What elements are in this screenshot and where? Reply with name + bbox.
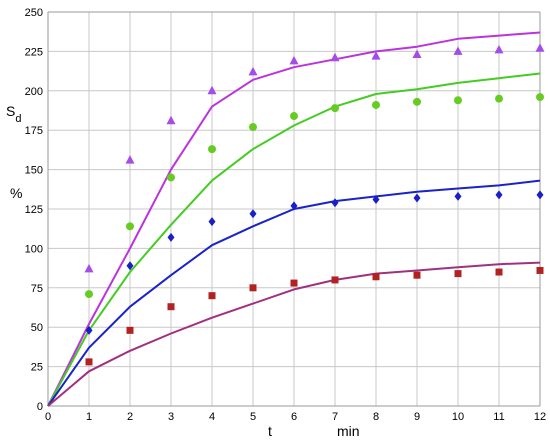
x-tick-label-6: 6 xyxy=(291,411,297,423)
y-tick-labels: 0 25 50 75 100 125 150 175 200 225 250 xyxy=(25,7,43,413)
axes xyxy=(47,11,541,407)
y-tick-label-0: 0 xyxy=(37,401,43,413)
square-marker-4-1 xyxy=(85,358,93,366)
triangle-marker-1-2 xyxy=(125,155,135,164)
circle-marker-2-3 xyxy=(167,173,175,182)
square-marker-4-3 xyxy=(167,303,175,311)
circle-marker-2-11 xyxy=(495,94,503,103)
y-tick-label-250: 250 xyxy=(25,7,43,19)
square-marker-4-9 xyxy=(413,271,421,279)
diamond-marker-3-8 xyxy=(372,195,380,205)
x-tick-label-0: 0 xyxy=(45,411,51,423)
circle-marker-2-9 xyxy=(413,97,421,106)
diamond-marker-3-6 xyxy=(290,201,298,211)
square-marker-4-2 xyxy=(126,326,134,334)
y-axis-unit: % xyxy=(10,185,22,201)
triangle-marker-1-10 xyxy=(453,46,463,55)
y-tick-label-175: 175 xyxy=(25,125,43,137)
x-tick-label-9: 9 xyxy=(414,411,420,423)
square-marker-4-5 xyxy=(249,284,257,292)
series-line-2 xyxy=(47,72,541,407)
diamond-marker-3-10 xyxy=(454,191,462,201)
x-axis-label: t xyxy=(268,423,272,439)
x-tick-labels: 0 1 2 3 4 5 6 7 8 9 10 11 12 xyxy=(45,411,546,423)
x-tick-label-3: 3 xyxy=(168,411,174,423)
circle-marker-2-6 xyxy=(290,112,298,121)
y-tick-label-75: 75 xyxy=(31,283,43,295)
square-marker-4-12 xyxy=(536,266,544,274)
circle-marker-2-10 xyxy=(454,96,462,105)
y-tick-label-25: 25 xyxy=(31,362,43,374)
y-tick-label-225: 225 xyxy=(25,46,43,58)
x-tick-label-10: 10 xyxy=(452,411,464,423)
x-tick-label-2: 2 xyxy=(127,411,133,423)
diamond-marker-3-11 xyxy=(495,190,503,200)
square-marker-4-11 xyxy=(495,268,503,276)
x-tick-label-1: 1 xyxy=(86,411,92,423)
diamond-marker-3-12 xyxy=(536,190,544,200)
circle-marker-2-1 xyxy=(85,290,93,299)
y-tick-label-50: 50 xyxy=(31,322,43,334)
triangle-marker-1-5 xyxy=(248,66,258,76)
triangle-marker-1-6 xyxy=(289,55,299,65)
diamond-marker-3-3 xyxy=(167,232,175,242)
circle-marker-2-4 xyxy=(208,145,216,154)
triangle-marker-1-1 xyxy=(84,263,94,273)
diamond-marker-3-1 xyxy=(85,325,93,335)
x-tick-label-4: 4 xyxy=(209,411,215,423)
x-tick-label-5: 5 xyxy=(250,411,256,423)
x-tick-label-7: 7 xyxy=(332,411,338,423)
x-tick-label-12: 12 xyxy=(534,411,546,423)
triangle-marker-1-7 xyxy=(330,52,340,62)
y-tick-label-200: 200 xyxy=(25,86,43,98)
circle-marker-2-5 xyxy=(249,123,257,132)
x-tick-label-11: 11 xyxy=(493,411,504,423)
square-marker-4-4 xyxy=(208,292,216,300)
diamond-marker-3-7 xyxy=(331,198,339,208)
square-marker-4-7 xyxy=(331,276,339,284)
square-marker-4-10 xyxy=(454,270,462,278)
circle-marker-2-7 xyxy=(331,104,339,113)
y-tick-label-150: 150 xyxy=(25,165,43,177)
series-markers xyxy=(84,43,545,366)
y-tick-label-100: 100 xyxy=(25,243,43,255)
diamond-marker-3-4 xyxy=(208,217,216,227)
series-line-1 xyxy=(47,31,541,407)
square-marker-4-6 xyxy=(290,279,298,287)
triangle-marker-1-9 xyxy=(412,49,422,59)
triangle-marker-1-12 xyxy=(535,43,545,52)
diamond-marker-3-5 xyxy=(249,209,257,219)
circle-marker-2-8 xyxy=(372,100,380,109)
x-axis-unit: min xyxy=(337,423,360,439)
triangle-marker-1-8 xyxy=(371,51,381,60)
square-marker-4-8 xyxy=(372,273,380,281)
diamond-marker-3-2 xyxy=(126,261,134,271)
y-tick-label-125: 125 xyxy=(25,204,43,216)
series-line-4 xyxy=(47,261,541,407)
circle-marker-2-12 xyxy=(536,93,544,102)
circle-marker-2-2 xyxy=(126,222,134,231)
triangle-marker-1-3 xyxy=(166,115,176,125)
diamond-marker-3-9 xyxy=(413,193,421,203)
triangle-marker-1-11 xyxy=(494,44,504,54)
triangle-marker-1-4 xyxy=(207,85,217,95)
x-tick-label-8: 8 xyxy=(373,411,379,423)
y-axis-label: Sd xyxy=(6,103,21,125)
